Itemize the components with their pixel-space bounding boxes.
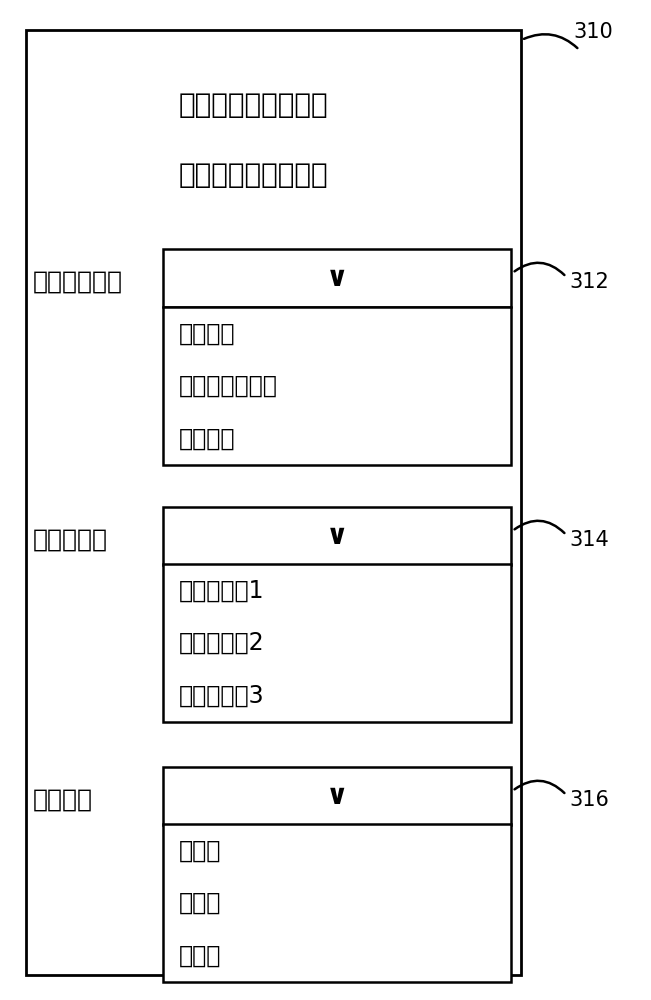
Text: 均衡器参数1: 均衡器参数1 xyxy=(179,578,264,602)
Bar xyxy=(163,824,511,982)
Bar xyxy=(163,507,511,565)
Text: 游戏模式: 游戏模式 xyxy=(179,427,236,451)
Text: ∨: ∨ xyxy=(326,264,348,292)
FancyArrowPatch shape xyxy=(514,521,564,533)
Text: 均衡器参数3: 均衡器参数3 xyxy=(179,684,265,708)
Bar xyxy=(163,307,511,465)
FancyArrowPatch shape xyxy=(514,263,564,275)
Text: 音质低: 音质低 xyxy=(179,944,221,968)
Text: 314: 314 xyxy=(570,530,609,550)
FancyArrowPatch shape xyxy=(514,781,564,793)
Text: 310: 310 xyxy=(573,22,613,42)
Bar xyxy=(163,564,511,722)
Text: 均衡器参数2: 均衡器参数2 xyxy=(179,631,265,655)
Text: 音质中: 音质中 xyxy=(179,891,221,915)
Text: 音质高: 音质高 xyxy=(179,838,221,862)
Text: 312: 312 xyxy=(570,272,609,292)
Text: 通话模式: 通话模式 xyxy=(179,321,236,345)
Text: 请选择测试的音频输: 请选择测试的音频输 xyxy=(179,91,329,119)
Bar xyxy=(163,249,511,307)
Text: 多媒体播放模式: 多媒体播放模式 xyxy=(179,374,278,398)
Text: 均衡器参数: 均衡器参数 xyxy=(33,528,107,552)
Text: ∨: ∨ xyxy=(326,522,348,550)
Text: 听感信息: 听感信息 xyxy=(33,788,92,812)
Text: 316: 316 xyxy=(570,790,609,810)
Text: ∨: ∨ xyxy=(326,782,348,810)
Text: 音频输出模式: 音频输出模式 xyxy=(33,270,122,294)
Bar xyxy=(163,767,511,825)
Text: 出模式及均衡器参数: 出模式及均衡器参数 xyxy=(179,161,329,189)
FancyArrowPatch shape xyxy=(524,34,577,48)
Bar xyxy=(26,30,521,975)
